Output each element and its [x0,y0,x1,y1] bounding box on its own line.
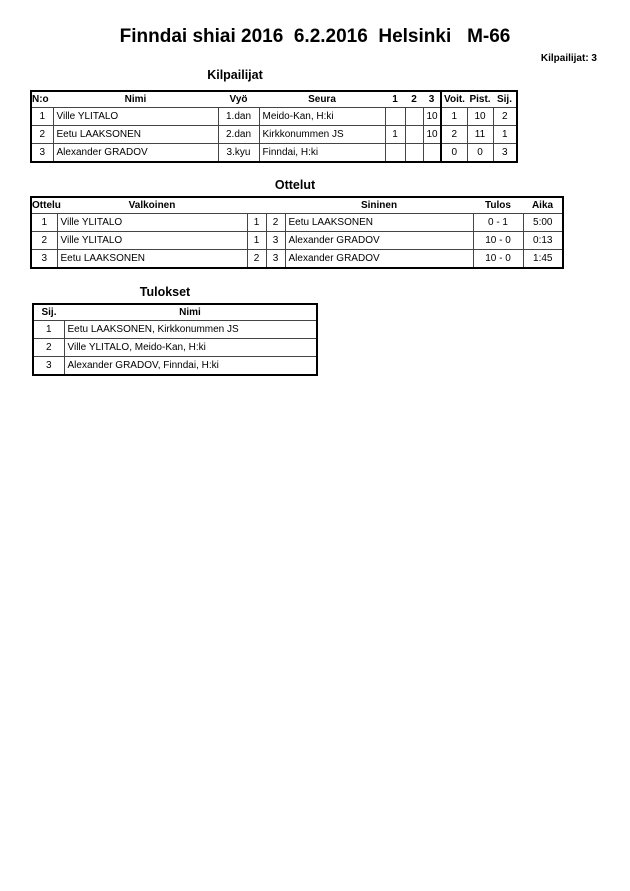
column-header: Sij. [41,307,57,318]
table-cell: 1 [492,125,518,144]
column-header: 1 [392,94,398,105]
page-title: Finndai shiai 2016 6.2.2016 Helsinki M-6… [119,26,511,47]
table-cell: Alexander GRADOV [52,143,219,163]
table-cell: 2 [492,107,518,126]
table-cell: 0 - 1 [472,213,524,232]
table-cell: Ville YLITALO [52,107,219,126]
table-cell: 2 [30,231,58,250]
table-cell: 0 [440,143,468,163]
matches-title: Ottelut [274,178,316,192]
column-header: 3 [428,94,435,105]
table-row: 3 Alexander GRADOV 3.kyu Finndai, H:ki 0 0 3 [30,143,518,163]
table-cell: Eetu LAAKSONEN [52,125,219,144]
matches-table: Ottelu Valkoinen Sininen Tulos Aika 1 Ville YL… [30,196,564,269]
table-cell: 1 [440,107,468,126]
table-cell: Eetu LAAKSONEN, Kirkkonummen JS [63,320,318,339]
column-header: Voit. [440,91,467,108]
table-cell: 0:13 [522,231,564,250]
column-header: Ottelu [32,200,61,211]
column-header: Tulos [485,200,511,211]
column-header: Pist. [469,94,491,105]
table-cell: Eetu LAAKSONEN [56,249,248,269]
table-row: 2 Ville YLITALO 1 3 Alexander GRADOV 10 - 0 0:… [30,231,564,250]
table-row: 1 Ville YLITALO 1 2 Eetu LAAKSONEN 0 - 1 5:00 [30,213,564,232]
column-header: 2 [411,94,417,105]
column-header [247,197,266,214]
table-cell [404,107,424,126]
table-cell: 1 [32,320,65,339]
column-header [266,197,285,214]
table-row: 3 Alexander GRADOV, Finndai, H:ki [32,356,318,376]
table-row: 2 Eetu LAAKSONEN 2.dan Kirkkonummen JS 1 10 2 1… [30,125,518,144]
table-cell: 2 [32,338,65,357]
table-cell: Alexander GRADOV, Finndai, H:ki [63,356,318,376]
column-header: Sij. [496,94,512,105]
table-cell: 10 - 0 [472,231,524,250]
table-cell: 1 [30,107,54,126]
table-cell [422,143,442,163]
table-cell: 2 [30,125,54,144]
table-cell: 1.dan [217,107,260,126]
column-header: N:o [32,94,49,105]
table-cell: Alexander GRADOV [284,249,474,269]
table-cell: 2 [246,249,267,269]
table-cell [404,125,424,144]
table-cell: 10 [422,125,442,144]
table-cell: Kirkkonummen JS [258,125,386,144]
table-cell: 2 [440,125,468,144]
table-cell: 3 [30,249,58,269]
results-title: Tulokset [139,285,191,299]
competitor-count: Kilpailijat: 3 [540,53,597,64]
table-cell: 1 [246,231,267,250]
results-table: Sij. Nimi 1 Eetu LAAKSONEN, Kirkkonummen JS… [32,303,318,376]
table-row: 1 Ville YLITALO 1.dan Meido-Kan, H:ki 10 1 10 2 [30,107,518,126]
table-cell: 0 [466,143,494,163]
table-cell: 3 [30,143,54,163]
table-row: 2 Ville YLITALO, Meido-Kan, H:ki [32,338,318,357]
table-row: 1 Eetu LAAKSONEN, Kirkkonummen JS [32,320,318,339]
competitors-title: Kilpailijat [207,68,263,82]
column-header: Aika [531,200,554,211]
column-header: Seura [308,94,336,105]
table-cell: 10 [422,107,442,126]
table-cell [384,107,406,126]
table-cell: Finndai, H:ki [258,143,386,163]
table-cell: 10 - 0 [472,249,524,269]
column-header: Valkoinen [128,200,176,211]
table-cell: 3 [32,356,65,376]
table-cell: 3 [265,231,286,250]
table-cell: Ville YLITALO [56,231,248,250]
table-cell: 11 [466,125,494,144]
competitors-table: N:o Nimi Vyö Seura 1 2 3 Voit. Pist. Sij. 1 Ville Y… [30,90,518,163]
table-cell: 5:00 [522,213,564,232]
table-cell: 3 [492,143,518,163]
column-header: Vyö [229,94,248,105]
table-cell: Ville YLITALO, Meido-Kan, H:ki [63,338,318,357]
table-cell: Meido-Kan, H:ki [258,107,386,126]
table-cell: 2 [265,213,286,232]
table-cell: 1 [30,213,58,232]
table-cell: 3.kyu [217,143,260,163]
column-header: Nimi [124,94,147,105]
table-cell: 10 [466,107,494,126]
table-cell [384,143,406,163]
table-cell: Ville YLITALO [56,213,248,232]
table-cell: 1:45 [522,249,564,269]
table-cell [404,143,424,163]
column-header: Sininen [360,200,398,211]
table-cell: Eetu LAAKSONEN [284,213,474,232]
table-cell: 1 [246,213,267,232]
table-cell: 3 [265,249,286,269]
table-cell: Alexander GRADOV [284,231,474,250]
table-cell: 2.dan [217,125,260,144]
table-cell: 1 [384,125,406,144]
column-header: Nimi [179,307,201,318]
